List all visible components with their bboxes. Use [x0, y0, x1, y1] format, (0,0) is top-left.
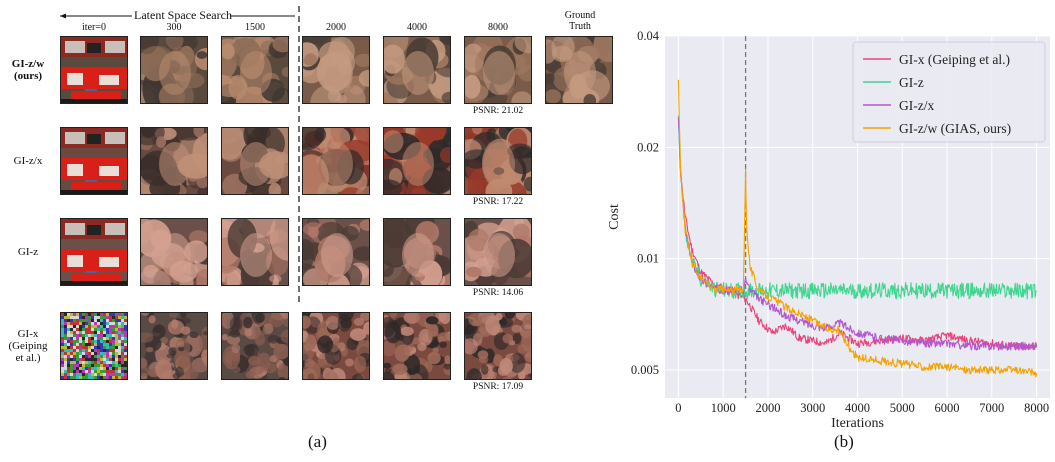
iter-header-0: iter=0	[82, 22, 106, 33]
y-tick-label: 0.02	[637, 140, 659, 154]
ground-truth-header: Ground Truth	[564, 10, 596, 32]
reconstruction-image	[383, 312, 451, 380]
x-tick-label: 0	[675, 401, 681, 415]
series-line-3	[677, 79, 1038, 378]
x-tick-label: 4000	[845, 401, 870, 415]
psnr-value: PSNR: 17.22	[472, 197, 524, 207]
reconstruction-image	[60, 218, 128, 286]
legend	[852, 41, 1046, 143]
x-tick-label: 2000	[755, 401, 780, 415]
series-line-0	[677, 116, 1038, 351]
row-label-3: GI-x (Geiping et al.)	[8, 328, 48, 364]
x-tick-label: 5000	[890, 401, 915, 415]
x-axis-label: Iterations	[831, 416, 884, 431]
y-tick-label: 0.005	[631, 363, 659, 377]
iter-header-3: 2000	[326, 22, 346, 33]
panel-a: Latent Space Search iter=0 300 1500 2000 400…	[8, 6, 613, 451]
reconstruction-image	[140, 312, 208, 380]
reconstruction-image	[60, 36, 128, 104]
reconstruction-image	[464, 312, 532, 380]
reconstruction-image	[464, 127, 532, 195]
y-tick-label: 0.04	[637, 29, 660, 43]
x-tick-label: 8000	[1024, 401, 1049, 415]
y-tick-label: 0.01	[637, 252, 659, 266]
iter-header-1: 300	[166, 22, 182, 33]
reconstruction-image	[302, 36, 370, 104]
legend-label-0: GI-x (Geiping et al.)	[899, 52, 1010, 67]
reconstruction-image	[140, 36, 208, 104]
psnr-value: PSNR: 21.02	[472, 106, 524, 116]
reconstruction-image	[60, 312, 128, 380]
reconstruction-image	[383, 127, 451, 195]
psnr-value: PSNR: 17.09	[472, 382, 524, 392]
legend-label-2: GI-z/x	[899, 98, 934, 113]
legend-label-1: GI-z	[899, 75, 924, 90]
psnr-value: PSNR: 14.06	[472, 288, 524, 298]
row-label-0: GI-z/w (ours)	[11, 58, 45, 82]
caption-b: (b)	[834, 432, 854, 451]
reconstruction-image	[221, 218, 289, 286]
x-tick-label: 7000	[979, 401, 1004, 415]
row-label-2: GI-z	[17, 246, 39, 258]
reconstruction-image	[221, 36, 289, 104]
reconstruction-image	[302, 127, 370, 195]
iter-header-5: 8000	[488, 22, 508, 33]
caption-a: (a)	[308, 432, 327, 451]
reconstruction-image	[140, 218, 208, 286]
cost-chart: 0 1000 2000 3000 4000 5000 6000 7000 8000 0.005 0.…	[607, 29, 1050, 431]
reconstruction-image	[464, 218, 532, 286]
x-tick-label: 6000	[935, 401, 960, 415]
reconstruction-image	[221, 127, 289, 195]
reconstruction-image	[60, 127, 128, 195]
reconstruction-image	[464, 36, 532, 104]
ground-truth-image	[545, 36, 613, 104]
series-line-1	[677, 115, 1038, 300]
iter-header-2: 1500	[245, 22, 265, 33]
legend-label-3: GI-z/w (GIAS, ours)	[899, 121, 1011, 136]
reconstruction-image	[221, 312, 289, 380]
row-label-1: GI-z/x	[13, 155, 43, 167]
y-axis-label: Cost	[607, 204, 622, 230]
x-tick-label: 1000	[711, 401, 736, 415]
reconstruction-image	[383, 36, 451, 104]
reconstruction-image	[140, 127, 208, 195]
latent-search-label: Latent Space Search	[134, 8, 232, 22]
reconstruction-image	[302, 312, 370, 380]
panel-b: 0 1000 2000 3000 4000 5000 6000 7000 8000 0.005 0.…	[600, 0, 1055, 457]
iter-header-4: 4000	[407, 22, 427, 33]
reconstruction-image	[383, 218, 451, 286]
x-tick-label: 3000	[800, 401, 825, 415]
latent-search-arrow	[60, 6, 300, 305]
reconstruction-image	[302, 218, 370, 286]
